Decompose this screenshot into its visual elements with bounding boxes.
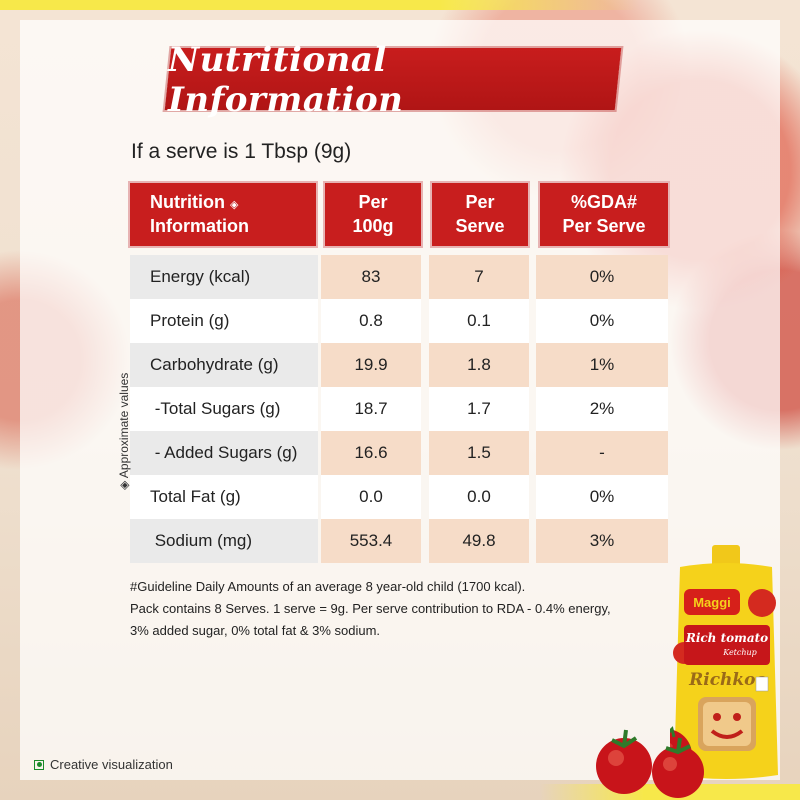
footnote-line: 3% added sugar, 0% total fat & 3% sodium… [130, 623, 381, 638]
gda-value: 2% [536, 387, 668, 431]
header-per100-line2: 100g [352, 215, 394, 236]
perserve-value: 1.8 [429, 343, 529, 387]
header-nutrition-line1: Nutrition [150, 192, 225, 213]
per100-value: 19.9 [321, 343, 421, 387]
table-row: Sodium (mg) 553.4 49.8 3% [130, 519, 668, 563]
pack-product-line1: Rich tomato [685, 631, 768, 645]
footnote-line: #Guideline Daily Amounts of an average 8… [130, 579, 526, 594]
header-per100-line1: Per [358, 192, 388, 213]
perserve-value: 7 [429, 255, 529, 299]
approximate-diamond-icon: ◈ [230, 199, 239, 212]
ketchup-pack-image: Maggi Rich tomato Ketchup Richkoo [670, 545, 778, 781]
perserve-value: 1.7 [429, 387, 529, 431]
gda-value: 0% [536, 255, 668, 299]
table-row: Carbohydrate (g) 19.9 1.8 1% [130, 343, 668, 387]
perserve-value: 1.5 [429, 431, 529, 475]
header-per-100g: Per 100g [325, 183, 421, 246]
tomato-garnish-image [596, 729, 704, 798]
row-label: Carbohydrate (g) [130, 343, 318, 387]
gda-value: 1% [536, 343, 668, 387]
yellow-accent-top [0, 0, 800, 10]
gda-value: 0% [536, 475, 668, 519]
veg-mark-icon [34, 759, 44, 770]
per100-value: 0.0 [321, 475, 421, 519]
footnotes: #Guideline Daily Amounts of an average 8… [130, 576, 670, 642]
per100-value: 553.4 [321, 519, 421, 563]
serve-size-line: If a serve is 1 Tbsp (9g) [131, 140, 352, 163]
per100-value: 0.8 [321, 299, 421, 343]
pack-product-name: Richkoo [688, 670, 767, 690]
row-label: Protein (g) [130, 299, 318, 343]
row-label: -Total Sugars (g) [130, 387, 318, 431]
perserve-value: 49.8 [429, 519, 529, 563]
header-gda-per-serve: %GDA# Per Serve [540, 183, 668, 246]
per100-value: 16.6 [321, 431, 421, 475]
creative-visualization-text: Creative visualization [50, 757, 173, 772]
footnote-line: Pack contains 8 Serves. 1 serve = 9g. Pe… [130, 601, 611, 616]
gda-value: 3% [536, 519, 668, 563]
page-title: Nutritional Information [168, 40, 404, 120]
approximate-values-note: ◈ Approximate values [117, 372, 131, 490]
row-label: Total Fat (g) [130, 475, 318, 519]
header-gda-line1: %GDA# [570, 192, 637, 213]
nutrition-table: Energy (kcal) 83 7 0% Protein (g) 0.8 0.… [130, 255, 668, 563]
table-row: Energy (kcal) 83 7 0% [130, 255, 668, 299]
table-row: Protein (g) 0.8 0.1 0% [130, 299, 668, 343]
header-gda-line2: Per Serve [562, 215, 646, 236]
header-perserve-line2: Serve [455, 215, 505, 236]
table-row: -Total Sugars (g) 18.7 1.7 2% [130, 387, 668, 431]
gda-value: 0% [536, 299, 668, 343]
gda-value: - [536, 431, 668, 475]
per100-value: 18.7 [321, 387, 421, 431]
row-label: Sodium (mg) [130, 519, 318, 563]
pack-brand: Maggi [693, 595, 731, 610]
header-nutrition-line2: Information [150, 215, 249, 236]
table-row: Total Fat (g) 0.0 0.0 0% [130, 475, 668, 519]
row-label: Energy (kcal) [130, 255, 318, 299]
table-row: - Added Sugars (g) 16.6 1.5 - [130, 431, 668, 475]
perserve-value: 0.1 [429, 299, 529, 343]
creative-visualization-note: Creative visualization [34, 757, 173, 772]
header-perserve-line1: Per [465, 192, 495, 213]
header-nutrition-information: Nutrition ◈ Information [130, 183, 316, 246]
perserve-value: 0.0 [429, 475, 529, 519]
pack-product-line2: Ketchup [722, 648, 757, 657]
header-per-serve: Per Serve [432, 183, 528, 246]
row-label: - Added Sugars (g) [130, 431, 318, 475]
per100-value: 83 [321, 255, 421, 299]
